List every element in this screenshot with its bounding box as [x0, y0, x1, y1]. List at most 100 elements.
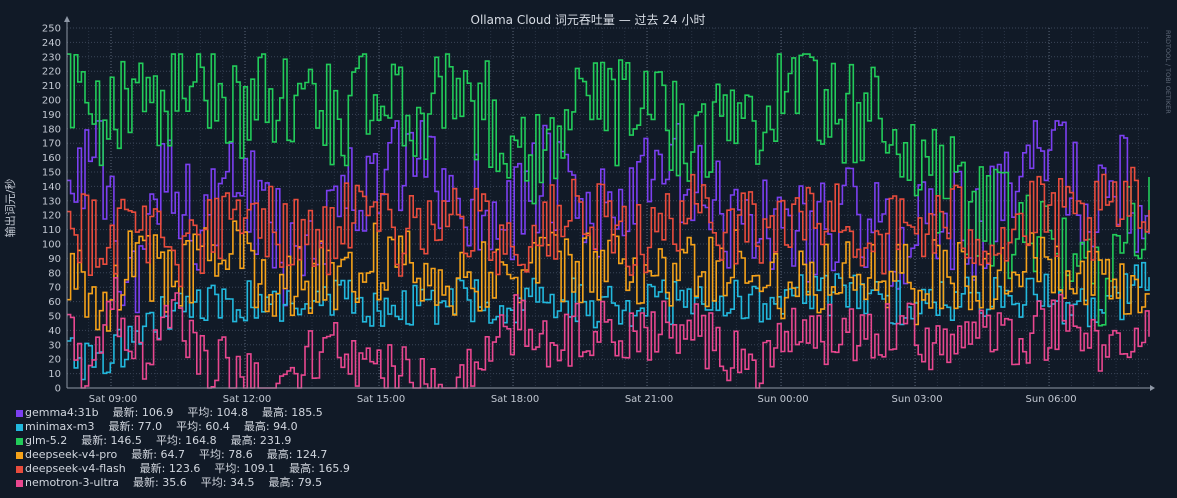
- legend-max-label: 最高:: [266, 448, 293, 462]
- y-tick-label: 60: [48, 297, 61, 308]
- legend-avg-label: 平均:: [214, 462, 241, 476]
- legend-series-name: nemotron-3-ultra: [25, 476, 120, 490]
- legend-avg-label: 平均:: [200, 476, 227, 490]
- y-axis-arrow-icon: [64, 16, 70, 22]
- y-tick-label: 240: [42, 38, 61, 49]
- y-tick-label: 230: [42, 52, 61, 63]
- legend-avg-value: 104.8: [216, 406, 249, 419]
- y-tick-label: 100: [42, 240, 61, 251]
- x-tick-label: Sat 18:00: [491, 394, 539, 405]
- legend-last-value: 64.7: [160, 448, 186, 462]
- legend-avg-value: 34.5: [229, 476, 255, 490]
- y-axis-ticks: 0 10 20 30 40 50 60 70 80 90 100 110 120 130 140 150 160…: [42, 24, 61, 395]
- legend-last-label: 最新:: [139, 462, 166, 476]
- watermark: RRDTOOL / TOBI OETIKER: [1164, 30, 1172, 114]
- legend-max-label: 最高:: [262, 406, 288, 419]
- y-tick-label: 70: [48, 283, 61, 294]
- y-tick-label: 80: [48, 268, 61, 279]
- legend-max-label: 最高:: [243, 420, 270, 434]
- legend-max-value: 231.9: [259, 434, 292, 448]
- legend-last-value: 146.5: [110, 434, 142, 448]
- series-line-deepseek-v4-pro: [67, 220, 1150, 332]
- x-tick-label: Sat 09:00: [89, 394, 137, 405]
- legend-item: glm-5.2 最新: 146.5 平均: 164.8 最高: 231.9: [16, 434, 350, 448]
- legend-max-label: 最高:: [230, 434, 257, 448]
- x-tick-label: Sat 12:00: [223, 394, 271, 405]
- legend-item: gemma4:31b 最新: 106.9 平均: 104.8 最高: 185.5: [16, 406, 350, 420]
- legend-last-label: 最新:: [131, 448, 157, 462]
- x-tick-label: Sat 21:00: [625, 394, 673, 405]
- y-tick-label: 170: [42, 139, 61, 150]
- legend-max-value: 124.7: [295, 448, 328, 462]
- y-tick-label: 210: [42, 81, 61, 92]
- y-tick-label: 150: [42, 168, 61, 179]
- legend-avg-label: 平均:: [199, 448, 225, 462]
- legend-swatch: [16, 437, 23, 445]
- legend-series-name: glm-5.2: [25, 434, 68, 448]
- legend-swatch: [16, 451, 23, 459]
- legend-swatch: [16, 465, 23, 473]
- y-tick-label: 110: [42, 225, 61, 236]
- legend-avg-value: 60.4: [205, 420, 230, 434]
- legend-series-name: gemma4:31b: [25, 406, 99, 419]
- y-tick-label: 180: [42, 124, 61, 135]
- legend-max-value: 79.5: [297, 476, 323, 490]
- legend-item: nemotron-3-ultra 最新: 35.6 平均: 34.5 最高: 79.5: [16, 476, 350, 490]
- legend-last-value: 77.0: [137, 420, 163, 434]
- series-line-nemotron-3-ultra: [67, 276, 1150, 389]
- x-tick-label: Sun 06:00: [1026, 394, 1077, 405]
- legend-last-label: 最新:: [133, 476, 159, 490]
- legend-max-value: 185.5: [291, 406, 323, 419]
- legend-avg-value: 164.8: [185, 434, 217, 448]
- legend-last-value: 35.6: [162, 476, 187, 490]
- series-line-glm-5-2: [67, 53, 1150, 327]
- y-tick-label: 90: [48, 254, 61, 265]
- legend-max-label: 最高:: [289, 462, 315, 476]
- x-tick-label: Sun 00:00: [758, 394, 809, 405]
- legend-max-label: 最高:: [268, 476, 295, 490]
- legend-last-value: 123.6: [168, 462, 201, 476]
- legend-series-name: deepseek-v4-flash: [25, 462, 126, 476]
- y-tick-label: 220: [42, 67, 61, 78]
- y-tick-label: 20: [48, 355, 61, 366]
- legend-swatch: [16, 409, 23, 417]
- legend-last-label: 最新:: [81, 434, 107, 448]
- x-tick-label: Sat 15:00: [357, 394, 405, 405]
- legend-item: minimax-m3 最新: 77.0 平均: 60.4 最高: 94.0: [16, 420, 350, 434]
- series-line-deepseek-v4-flash: [67, 166, 1150, 288]
- y-axis-label: 输出词元/秒: [3, 179, 17, 238]
- legend-last-value: 106.9: [141, 406, 174, 419]
- y-tick-label: 190: [42, 110, 61, 121]
- legend-max-value: 165.9: [318, 462, 350, 476]
- x-tick-label: Sun 03:00: [892, 394, 943, 405]
- chart-title: Ollama Cloud 词元吞吐量 — 过去 24 小时: [471, 13, 706, 27]
- legend-avg-value: 109.1: [243, 462, 276, 476]
- x-axis-arrow-icon: [1150, 385, 1155, 391]
- y-tick-label: 250: [42, 24, 61, 35]
- legend-last-label: 最新:: [108, 420, 135, 434]
- legend-series-name: minimax-m3: [25, 420, 95, 434]
- legend-item: deepseek-v4-pro 最新: 64.7 平均: 78.6 最高: 124.7: [16, 448, 350, 462]
- y-tick-label: 30: [48, 340, 61, 351]
- y-tick-label: 200: [42, 96, 61, 107]
- x-axis-ticks: Sat 09:00 Sat 12:00 Sat 15:00 Sat 18:00 Sat …: [89, 394, 1077, 405]
- legend-avg-label: 平均:: [176, 420, 202, 434]
- axes: [64, 16, 1155, 391]
- y-tick-label: 50: [48, 312, 61, 323]
- legend-last-label: 最新:: [112, 406, 139, 419]
- series-lines: [67, 53, 1150, 389]
- legend-swatch: [16, 423, 23, 431]
- legend-avg-value: 78.6: [228, 448, 253, 462]
- y-tick-label: 40: [48, 326, 61, 337]
- legend-max-value: 94.0: [273, 420, 298, 434]
- y-tick-label: 140: [42, 182, 61, 193]
- legend-avg-label: 平均:: [187, 406, 214, 419]
- legend: gemma4:31b 最新: 106.9 平均: 104.8 最高: 185.5 min…: [16, 406, 350, 491]
- legend-swatch: [16, 480, 23, 488]
- y-tick-label: 130: [42, 196, 61, 207]
- legend-item: deepseek-v4-flash 最新: 123.6 平均: 109.1 最高: 1…: [16, 462, 350, 476]
- y-tick-label: 160: [42, 153, 61, 164]
- y-tick-label: 120: [42, 211, 61, 222]
- legend-series-name: deepseek-v4-pro: [25, 448, 118, 462]
